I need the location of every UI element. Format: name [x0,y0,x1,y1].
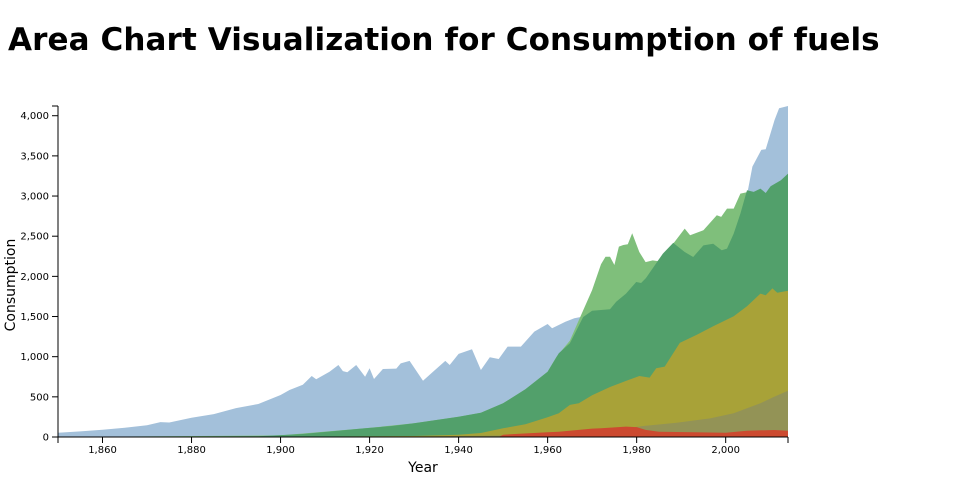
x-tick-label: 1,960 [533,445,562,456]
area-series-3 [58,173,788,437]
x-tick: 2,000 [711,437,740,456]
x-tick-label: 1,880 [177,445,206,456]
x-tick-label: 1,860 [88,445,117,456]
y-tick-label: 2,500 [20,232,49,243]
x-tick-label: 2,000 [711,445,740,456]
x-tick: 1,920 [355,437,384,456]
y-tick: 500 [30,392,58,403]
x-axis-label: Year [407,460,438,476]
x-tick: 1,900 [266,437,295,456]
y-tick-label: 2,000 [20,272,49,283]
y-tick-label: 3,000 [20,192,49,203]
y-tick-label: 500 [30,392,49,403]
x-tick-label: 1,980 [622,445,651,456]
x-axis: 1,860 1,880 1,900 1,920 1,940 1,960 1,980 2,000 [57,436,789,456]
page-title: Area Chart Visualization for Consumption… [8,22,880,58]
y-tick-label: 4,000 [20,111,49,122]
y-tick-label: 1,000 [20,352,49,363]
y-tick-label: 3,500 [20,151,49,162]
areas [58,106,788,437]
y-axis: 0 500 1,000 1,500 2,000 2,500 3,000 3,500 4,000 [20,105,59,444]
x-tick: 1,940 [444,437,473,456]
x-tick-label: 1,940 [444,445,473,456]
x-tick: 1,960 [533,437,562,456]
y-tick: 3,000 [20,192,58,203]
x-tick-label: 1,900 [266,445,295,456]
y-tick: 4,000 [20,111,58,122]
x-tick: 1,880 [177,437,206,456]
area-series-4 [58,288,788,437]
y-tick-label: 1,500 [20,312,49,323]
x-tick: 1,980 [622,437,651,456]
y-tick: 2,500 [20,232,58,243]
y-tick: 0 [43,433,58,444]
y-tick: 3,500 [20,151,58,162]
x-tick: 1,860 [88,437,117,456]
area-series-6 [58,426,788,437]
area-series-5 [58,390,788,437]
y-tick: 2,000 [20,272,58,283]
y-axis-label: Consumption [3,239,19,332]
y-tick: 1,000 [20,352,58,363]
x-tick-label: 1,920 [355,445,384,456]
y-tick-label: 0 [43,433,49,444]
y-tick: 1,500 [20,312,58,323]
